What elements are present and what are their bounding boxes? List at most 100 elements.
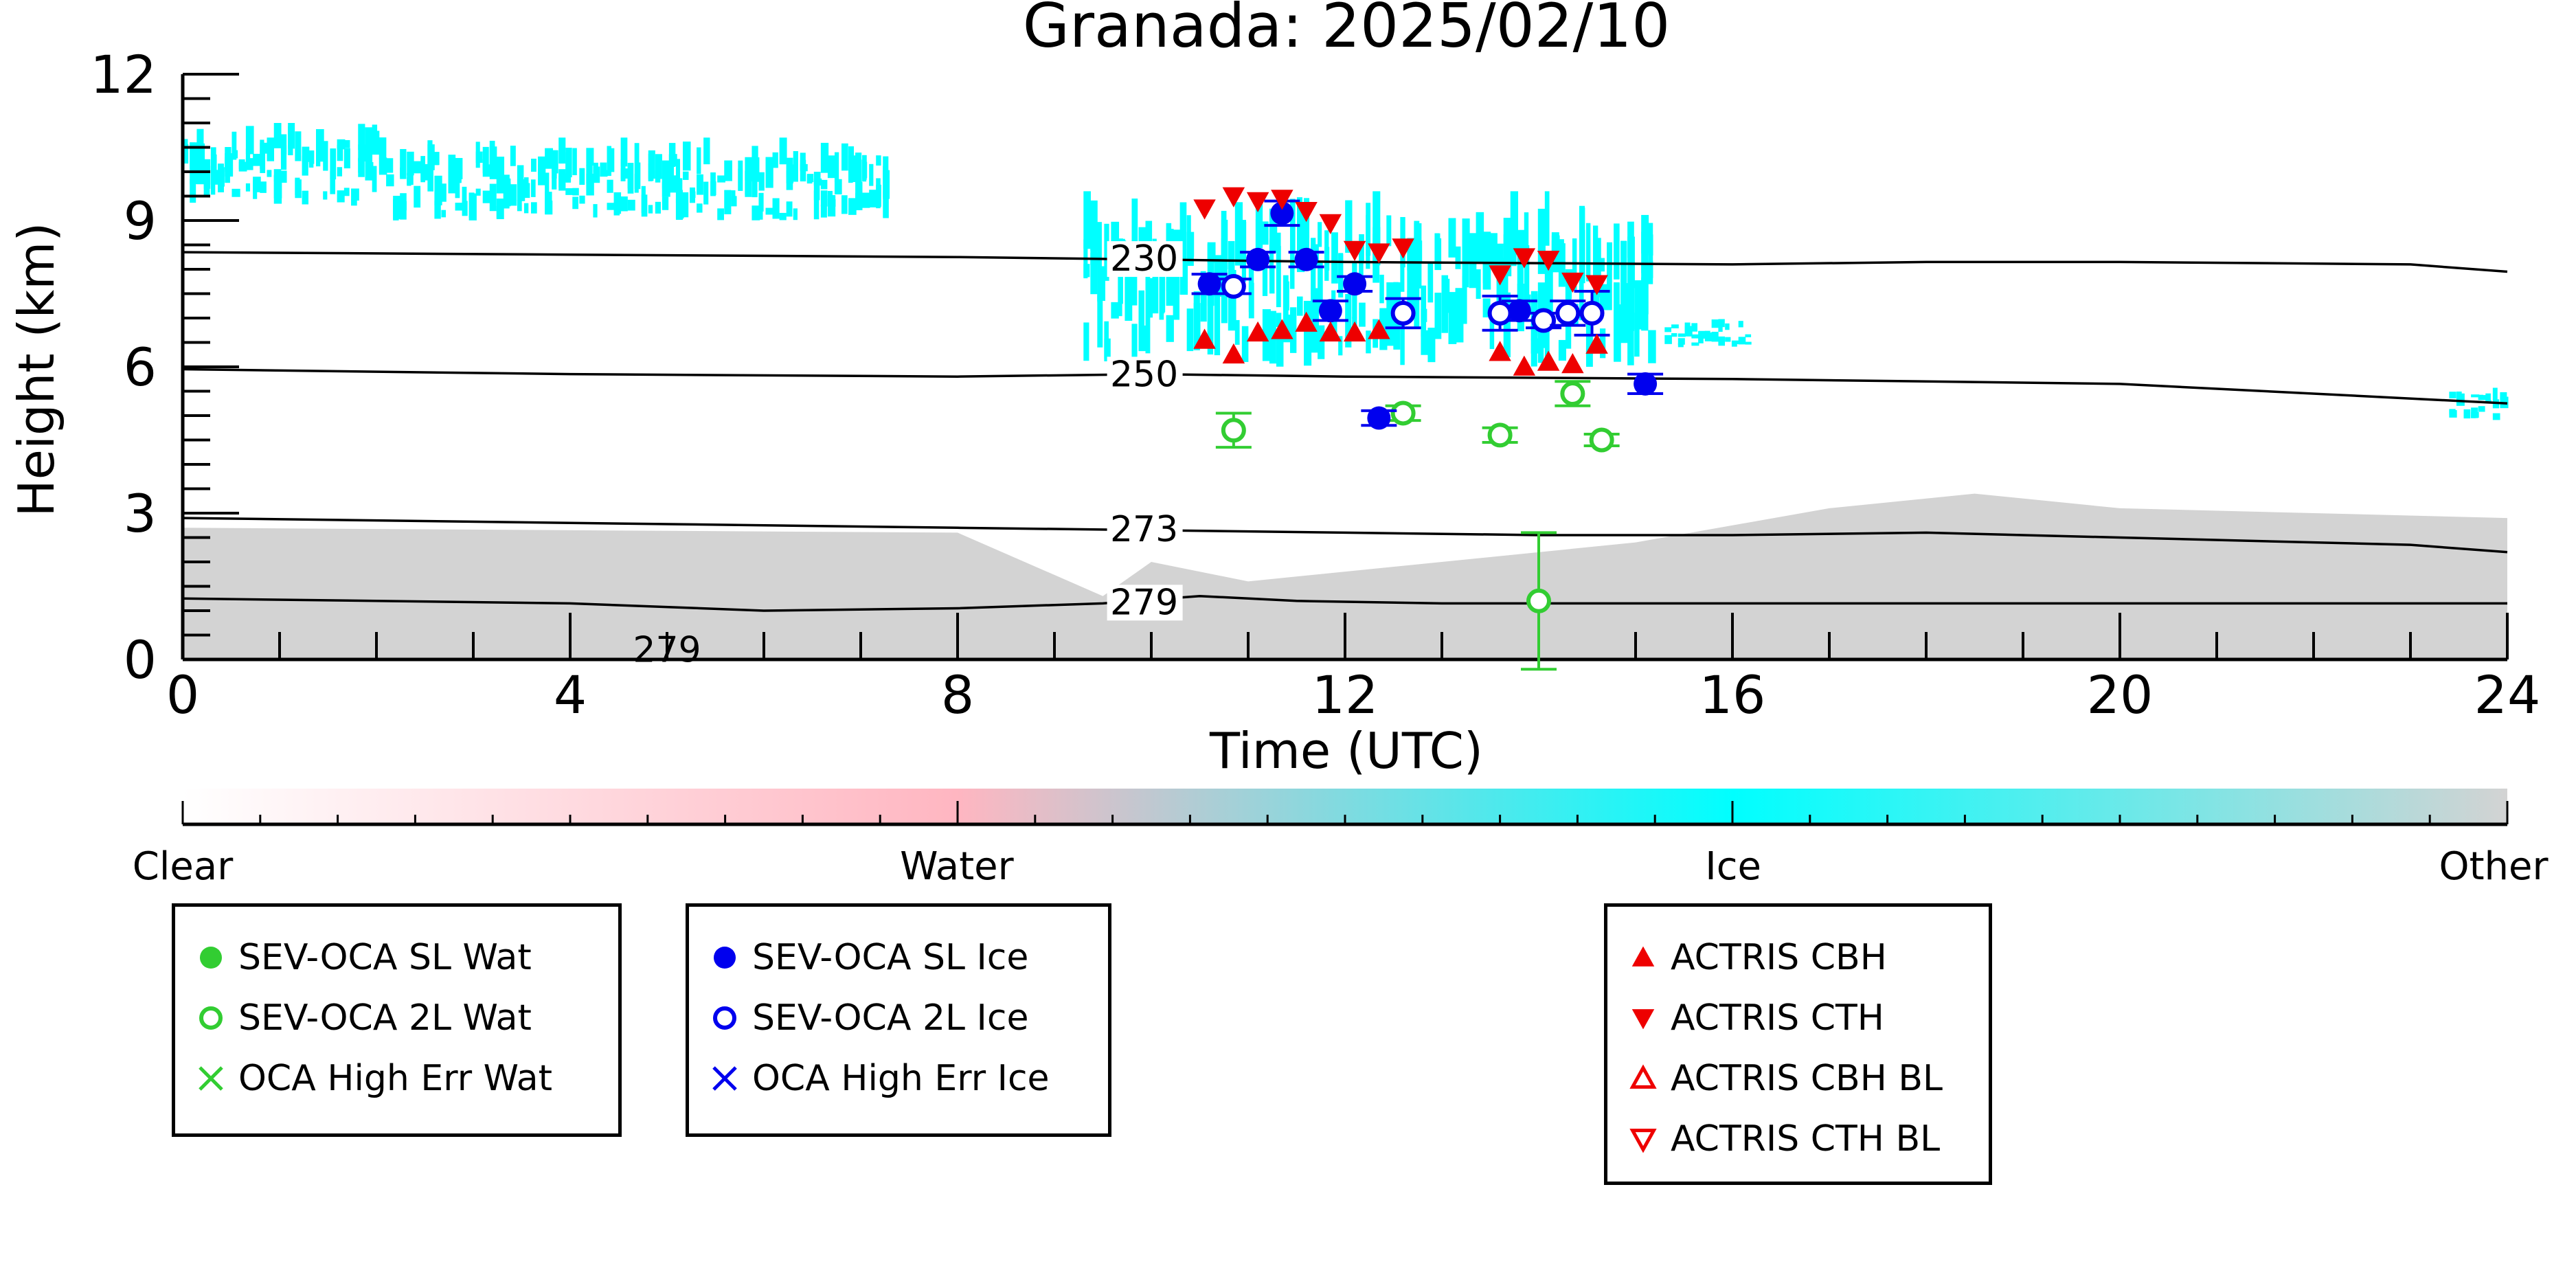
ice-speckle (1711, 331, 1719, 342)
ice-speckle (1090, 252, 1098, 295)
data-point (1295, 311, 1318, 332)
ice-speckle (1745, 334, 1752, 337)
classification-colorbar: Clear Water Ice Other (133, 789, 2549, 889)
ice-speckle (682, 142, 691, 171)
ice-speckle (302, 190, 309, 205)
ice-speckle (253, 180, 258, 199)
ice-speckle (1607, 242, 1612, 271)
ice-speckle (1386, 282, 1394, 346)
data-point (1294, 247, 1318, 271)
ice-speckle (407, 172, 414, 185)
data-point (1487, 300, 1513, 326)
data-point (1222, 187, 1245, 207)
x-stroke (199, 1066, 223, 1091)
ice-speckle (1607, 268, 1612, 310)
ice-speckle (1414, 263, 1420, 328)
ice-speckle (662, 160, 670, 189)
ice-speckle (1407, 238, 1414, 267)
ice-speckle (358, 124, 365, 150)
ice-speckle (627, 166, 633, 189)
ice-speckle (1476, 212, 1484, 263)
ice-speckle (1359, 302, 1366, 327)
ice-speckle (545, 148, 553, 169)
ice-speckle (1083, 191, 1091, 249)
ice-speckle (1131, 324, 1138, 363)
legend-entry: ACTRIS CTH (1607, 997, 1884, 1039)
ice-speckle (1159, 260, 1165, 314)
ice-speckle (1627, 286, 1635, 331)
legend-ice: SEV-OCA SL Ice SEV-OCA 2L Ice OCA High Err… (686, 903, 1111, 1137)
ice-speckle (1179, 202, 1187, 268)
ice-speckle (1207, 299, 1214, 355)
data-point (1197, 272, 1221, 296)
data-point (1319, 214, 1342, 234)
ice-speckle (813, 181, 820, 201)
ice-speckle (245, 148, 251, 162)
ice-speckle (1145, 297, 1151, 354)
legend-water: SEV-OCA SL Wat SEV-OCA 2L Wat OCA High Err… (172, 903, 622, 1137)
plot-axes: 0 3 6 9 12 0 4 8 12 16 20 24 (90, 44, 2540, 725)
ice-speckle (273, 169, 282, 182)
ice-speckle (1228, 269, 1236, 331)
legend-label: ACTRIS CTH (1671, 997, 1884, 1039)
ice-speckle (703, 137, 710, 165)
ice-speckle (848, 146, 855, 171)
ice-speckle (434, 175, 442, 205)
ice-speckle (323, 141, 328, 171)
data-point (1531, 308, 1557, 333)
ice-speckle (1677, 343, 1684, 348)
legend-marker (200, 947, 222, 969)
legend-label: OCA High Err Ice (752, 1058, 1050, 1099)
ice-speckle (386, 158, 394, 173)
ice-speckle (280, 170, 287, 183)
ice-speckle (1262, 262, 1268, 296)
data-point (1222, 343, 1245, 364)
ice-speckle (365, 145, 373, 168)
ice-speckle (1592, 238, 1601, 297)
ice-speckle (1544, 191, 1550, 246)
ice-speckle (827, 155, 835, 179)
ice-speckle (2449, 410, 2457, 418)
data-point (1561, 353, 1584, 374)
y-tick-label: 12 (90, 44, 157, 105)
ice-speckle (1104, 223, 1109, 281)
ice-speckle (288, 126, 293, 156)
ice-speckle (434, 201, 441, 219)
ice-speckle (841, 195, 848, 214)
x-tick-label: 24 (2474, 664, 2541, 725)
ice-speckle (745, 171, 752, 197)
ice-speckle (531, 159, 536, 172)
ice-speckle (231, 131, 237, 160)
ice-speckle (372, 124, 378, 150)
ice-speckle (813, 190, 820, 220)
ice-speckle (1634, 313, 1640, 357)
ice-speckle (330, 148, 337, 180)
ice-speckle (1455, 246, 1461, 269)
ice-speckle (820, 204, 827, 218)
ice-speckle (758, 192, 764, 212)
ice-speckle (558, 176, 566, 188)
legend-entry: OCA High Err Wat (175, 1058, 552, 1099)
data-point (1513, 248, 1536, 269)
ice-speckle (448, 155, 456, 185)
ice-speckle (531, 202, 537, 214)
ice-speckle (682, 192, 689, 218)
legend-label: SEV-OCA SL Ice (752, 937, 1029, 978)
ice-speckle (545, 201, 553, 215)
ice-speckle (1234, 202, 1243, 266)
colorbar-label: Water (900, 844, 1015, 889)
ice-speckle (2471, 411, 2479, 418)
ice-speckle (1097, 222, 1102, 281)
y-tick-label: 9 (124, 190, 157, 251)
ice-speckle (593, 170, 599, 182)
data-point (1271, 190, 1293, 210)
legend-label: ACTRIS CBH BL (1671, 1058, 1943, 1099)
ice-speckle (1711, 319, 1719, 328)
ice-speckle (634, 162, 641, 190)
ice-speckle (662, 196, 669, 210)
colorbar-label: Other (2439, 844, 2549, 889)
data-point (1368, 319, 1390, 339)
ice-speckle (503, 174, 510, 191)
ice-speckle (1318, 325, 1325, 359)
ice-speckle (1138, 290, 1145, 335)
